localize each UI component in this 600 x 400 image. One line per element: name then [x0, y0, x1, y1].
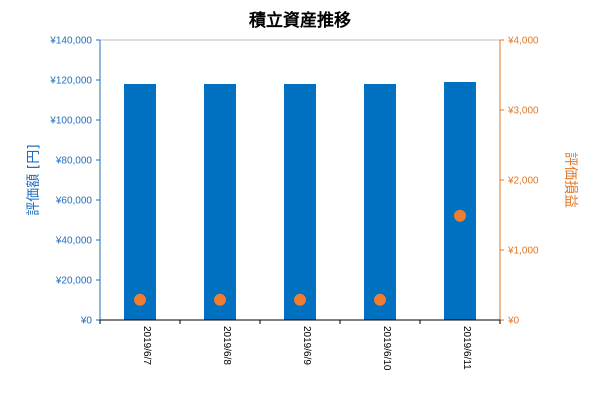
data-point — [454, 209, 466, 222]
y-tick-label-left: ¥60,000 — [55, 196, 93, 207]
y-axis-label-left: 評価額 [円] — [26, 144, 42, 215]
x-tick-label: 2019/6/7 — [141, 326, 152, 365]
y-axis-label-right: 評価損益 — [562, 152, 578, 208]
y-tick-label-right: ¥1,000 — [507, 246, 539, 257]
chart-title: 積立資産推移 — [249, 10, 351, 31]
y-tick-label-right: ¥4,000 — [507, 36, 539, 47]
y-tick-label-left: ¥0 — [80, 316, 93, 327]
x-tick-label: 2019/6/9 — [301, 326, 312, 365]
y-tick-label-right: ¥2,000 — [507, 176, 539, 187]
data-point — [374, 293, 386, 306]
bar — [444, 82, 476, 320]
bar — [204, 84, 236, 320]
x-tick-label: 2019/6/8 — [221, 326, 232, 365]
plot-area: ¥0 ¥20,000 ¥40,000 ¥60,000 ¥80,000 ¥100,000 ¥1… — [49, 36, 539, 371]
y-tick-label-right: ¥0 — [507, 316, 520, 327]
data-point — [294, 293, 306, 306]
y-tick-label-left: ¥100,000 — [49, 116, 92, 127]
bar — [364, 84, 396, 320]
y-tick-label-left: ¥20,000 — [55, 276, 93, 287]
x-tick-label: 2019/6/10 — [381, 326, 392, 371]
y-tick-label-left: ¥120,000 — [49, 76, 92, 87]
bar — [284, 84, 316, 320]
y-tick-label-left: ¥40,000 — [55, 236, 93, 247]
y-tick-label-left: ¥80,000 — [55, 156, 93, 167]
data-point — [214, 293, 226, 306]
y-tick-label-left: ¥140,000 — [49, 36, 92, 47]
data-point — [134, 293, 146, 306]
y-tick-label-right: ¥3,000 — [507, 106, 539, 117]
x-tick-label: 2019/6/11 — [461, 326, 472, 370]
bar — [124, 84, 156, 320]
